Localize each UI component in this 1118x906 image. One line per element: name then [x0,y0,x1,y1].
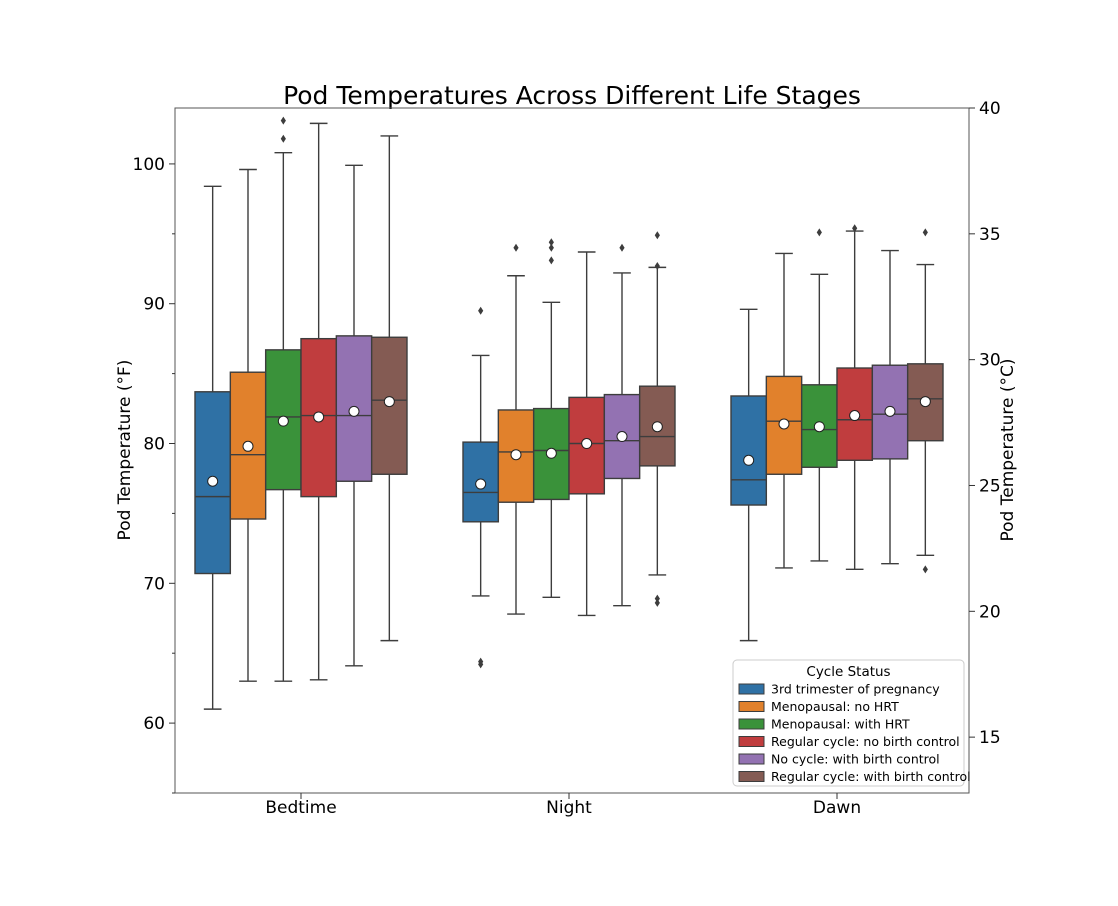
outlier-point [548,243,554,252]
mean-marker [348,405,360,417]
y-tick-label-right: 35 [979,225,1001,245]
box-menopausal-with-hrt-dawn [800,228,838,562]
legend-entry: Menopausal: with HRT [771,717,910,732]
chart-title: Pod Temperatures Across Different Life S… [283,81,861,110]
box-regular-cycle-no-birth-control-night [568,251,606,617]
mean-marker [651,421,663,433]
box-no-cycle-with-birth-control-night [603,243,641,607]
box-menopausal-no-hrt-bedtime [229,168,267,682]
y-tick-label-left: 80 [143,435,165,455]
x-tick-label: Dawn [813,798,861,818]
outlier-point [816,228,822,237]
legend-entry: No cycle: with birth control [771,752,940,767]
legend-swatch [738,753,765,765]
mean-marker [849,410,861,422]
mean-marker [743,454,755,466]
legend-entry: Regular cycle: no birth control [771,734,960,749]
outlier-point [548,256,554,265]
outlier-point [654,261,660,270]
legend-swatch [738,718,765,730]
legend-entry: 3rd trimester of pregnancy [771,682,940,697]
mean-marker [207,475,219,487]
outlier-point [922,228,928,237]
outlier-point [280,134,286,143]
outlier-point [478,660,484,669]
outlier-point [654,594,660,603]
plot-area: 60 70 80 90 100 15 20 25 30 35 40 Bedtime Night Dawn [133,99,1001,818]
mean-marker [242,440,254,452]
box-body [730,395,768,506]
legend-swatch [738,683,765,695]
legend-entry: Menopausal: no HRT [771,699,899,714]
mean-marker [884,405,896,417]
mean-marker [383,396,395,408]
mean-marker [277,415,289,427]
box-3rd-trimester-of-pregnancy-night [462,306,500,669]
x-tick-label: Bedtime [265,798,336,818]
legend-swatch [738,771,765,782]
box-regular-cycle-with-birth-control-night [638,231,676,607]
mean-marker [919,396,931,408]
legend: Cycle Status 3rd trimester of pregnancy Me… [732,659,971,787]
y-tick-label-right: 30 [979,351,1001,371]
mean-marker [475,478,487,490]
mean-marker [616,431,628,443]
y-tick-label-right: 15 [979,728,1001,748]
box-3rd-trimester-of-pregnancy-dawn [730,308,768,642]
y-tick-label-right: 25 [979,476,1001,496]
legend-frame [732,659,965,787]
legend-swatch [738,701,765,712]
y-tick-label-left: 70 [143,574,165,594]
y-tick-label-right: 40 [979,99,1001,119]
box-regular-cycle-with-birth-control-bedtime [370,135,408,642]
outlier-point [280,116,286,125]
plot-frame [174,107,970,794]
outlier-point [548,238,554,247]
outlier-point [922,565,928,574]
outlier-point [619,243,625,252]
outlier-point [513,243,519,252]
mean-marker [581,438,593,450]
box-regular-cycle-with-birth-control-dawn [906,228,944,574]
outlier-point [654,231,660,240]
x-tick-label: Night [546,798,592,818]
y-tick-label-left: 90 [143,295,165,315]
y-tick-label-left: 60 [143,714,165,734]
legend-title: Cycle Status [806,664,890,680]
y-tick-label-right: 20 [979,602,1001,622]
outlier-point [654,598,660,607]
y-axis-label-left: Pod Temperature (°F) [115,360,135,541]
legend-swatch [738,736,765,747]
mean-marker [813,421,825,433]
box-menopausal-no-hrt-dawn [765,252,803,569]
y-axis-label-right: Pod Temperature (°C) [998,359,1018,542]
mean-marker [545,447,557,459]
box-no-cycle-with-birth-control-bedtime [335,164,373,667]
box-regular-cycle-no-birth-control-dawn [836,224,874,571]
outlier-point [478,306,484,315]
box-3rd-trimester-of-pregnancy-bedtime [194,185,232,710]
legend-entry: Regular cycle: with birth control [771,769,971,784]
box-menopausal-no-hrt-night [497,243,535,615]
box-body [335,335,373,482]
mean-marker [778,418,790,430]
y-tick-label-left: 100 [133,155,165,175]
box-regular-cycle-no-birth-control-bedtime [300,122,338,681]
mean-marker [313,411,325,423]
box-no-cycle-with-birth-control-dawn [871,249,909,565]
box-menopausal-with-hrt-bedtime [264,116,302,682]
outlier-point [852,224,858,233]
mean-marker [510,449,522,461]
